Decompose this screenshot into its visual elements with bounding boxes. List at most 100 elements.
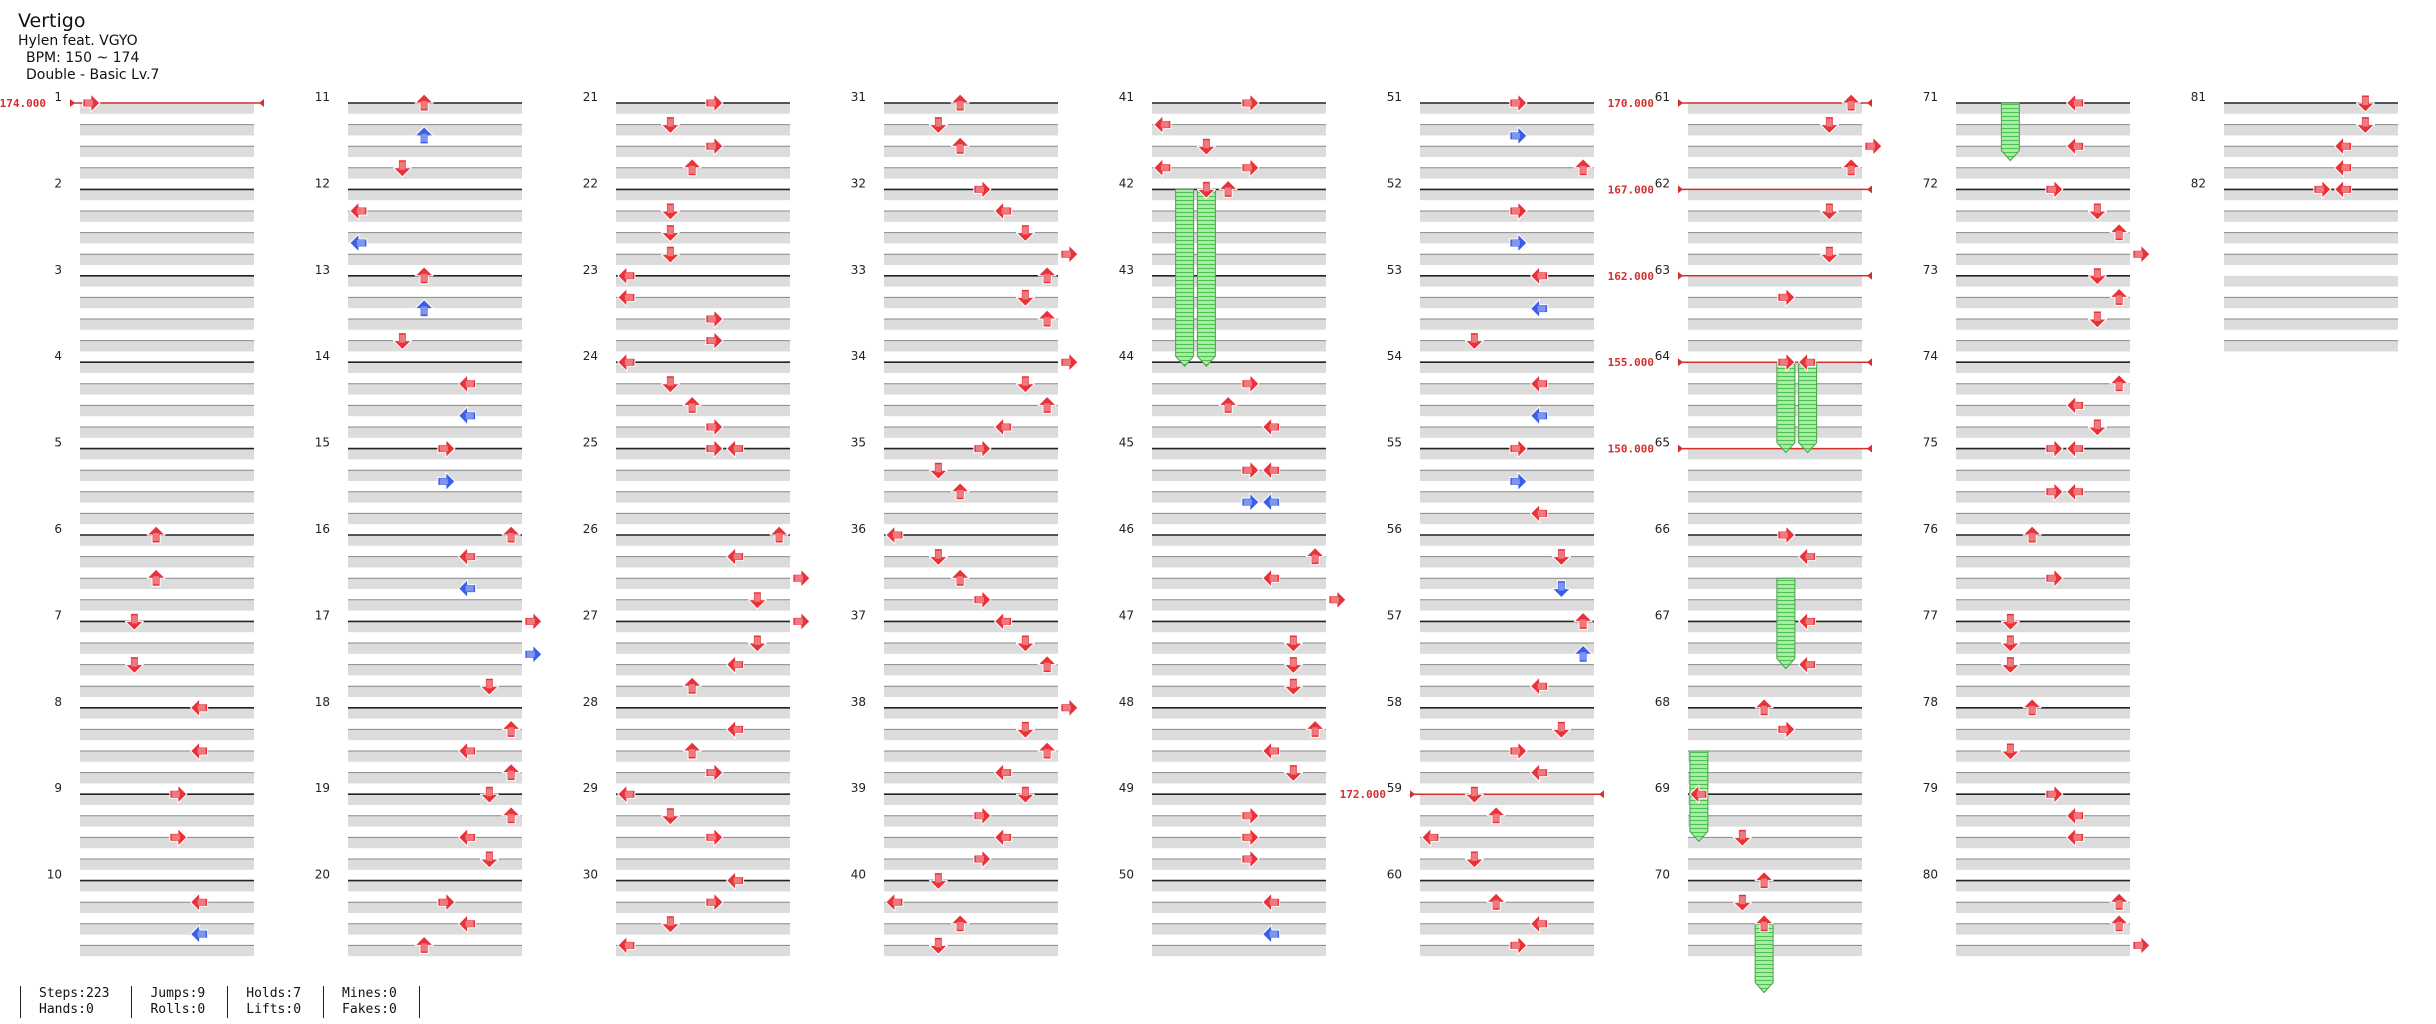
beat-row-shade: [1152, 643, 1326, 654]
beat-row-shade: [1420, 146, 1594, 157]
arrow-down-icon: [660, 202, 680, 221]
beat-row-shade: [1688, 815, 1862, 827]
beat-row-shade: [2224, 232, 2398, 244]
stat-holds: Holds:7: [246, 986, 302, 1001]
beat-row-shade: [1152, 211, 1326, 222]
beat-row-shade: [1688, 297, 1862, 309]
beat-row-shade: [1688, 211, 1862, 222]
beat-row-shade: [2224, 146, 2398, 157]
beat-row-shade: [884, 945, 1058, 957]
stats-group: Jumps:9 Rolls:0: [131, 986, 227, 1018]
measure-number: 56: [1387, 522, 1402, 536]
measure-number: 10: [47, 868, 62, 882]
beat-row-shade: [80, 729, 254, 741]
beat-row-shade: [1956, 643, 2130, 654]
beat-row-shade: [80, 319, 254, 330]
beat-row-shade: [80, 815, 254, 827]
stat-mines: Mines:0: [342, 986, 397, 1001]
beat-row-shade: [1420, 729, 1594, 741]
beat-row-shade: [1420, 470, 1594, 481]
beat-row-shade: [348, 427, 522, 438]
beat-row-shade: [616, 643, 790, 654]
beat-row-shade: [616, 815, 790, 827]
beat-row-shade: [1152, 340, 1326, 352]
measure-number: 78: [1923, 695, 1938, 709]
arrow-down-icon: [1015, 224, 1035, 243]
arrow-left-icon: [1153, 158, 1172, 178]
arrow-down-icon: [660, 245, 680, 264]
beat-row-shade: [884, 319, 1058, 330]
beat-row-shade: [348, 297, 522, 309]
beat-row-shade: [616, 103, 790, 114]
measure-number: 11: [315, 90, 330, 104]
beat-row-shade: [1420, 686, 1594, 697]
bpm-marker-right: [1599, 790, 1604, 799]
arrow-right-icon: [792, 611, 811, 631]
measure-number: 68: [1655, 695, 1670, 709]
measure-number: 16: [315, 522, 330, 536]
beat-row-shade: [80, 599, 254, 611]
beat-row-shade: [616, 448, 790, 460]
measure-number: 32: [851, 176, 866, 190]
measure-number: 19: [315, 781, 330, 795]
beat-row-shade: [1420, 599, 1594, 611]
measure-number: 73: [1923, 263, 1938, 277]
arrow-left-icon: [349, 201, 368, 221]
arrow-down-icon: [1464, 785, 1484, 804]
arrow-up-icon: [414, 935, 434, 954]
arrow-up-icon: [146, 525, 166, 544]
beat-row-shade: [884, 556, 1058, 568]
measure-number: 31: [851, 90, 866, 104]
beat-row-shade: [884, 254, 1058, 265]
arrow-right-icon: [1864, 136, 1883, 156]
beat-row-shade: [1152, 124, 1326, 136]
arrow-down-icon: [1283, 634, 1303, 653]
arrow-left-icon: [1530, 676, 1549, 696]
beat-row-shade: [616, 491, 790, 503]
beat-row-shade: [616, 297, 790, 309]
beat-row-shade: [1420, 643, 1594, 654]
measure-number: 44: [1119, 349, 1134, 363]
beat-row-shade: [616, 124, 790, 136]
beat-row-shade: [348, 124, 522, 136]
beat-row-shade: [1420, 578, 1594, 589]
measure-number: 77: [1923, 608, 1938, 622]
beat-row-shade: [1152, 923, 1326, 935]
beat-row-shade: [80, 880, 254, 892]
arrow-left-icon: [1530, 266, 1549, 286]
measure-number: 18: [315, 695, 330, 709]
beat-row-shade: [1688, 707, 1862, 719]
beat-row-shade: [616, 513, 790, 525]
beat-row-shade: [2224, 297, 2398, 309]
beat-row-shade: [1420, 707, 1594, 719]
arrow-down-icon: [1015, 288, 1035, 307]
measure-number: 25: [583, 436, 598, 450]
arrow-up-icon: [950, 482, 970, 501]
measure-number: 38: [851, 695, 866, 709]
arrow-right-icon: [2045, 784, 2064, 804]
beat-row-shade: [80, 837, 254, 849]
arrow-down-icon: [1464, 332, 1484, 351]
beat-row-shade: [1420, 880, 1594, 892]
beat-row-shade: [1152, 664, 1326, 676]
beat-row-shade: [884, 837, 1058, 849]
beat-row-shade: [1152, 146, 1326, 157]
bpm-marker-left: [70, 99, 75, 107]
beat-row-shade: [616, 211, 790, 222]
arrow-down-icon: [1196, 180, 1216, 199]
beat-row-shade: [1956, 232, 2130, 244]
beat-row-shade: [1152, 751, 1326, 762]
measure-number: 34: [851, 349, 866, 363]
beat-row-shade: [1152, 275, 1326, 287]
arrow-down-icon: [1196, 137, 1216, 156]
beat-row-shade: [1152, 729, 1326, 741]
beat-row-shade: [1956, 383, 2130, 395]
bpm-marker-left: [1410, 790, 1415, 799]
arrow-left-icon: [458, 579, 477, 599]
arrow-up-icon: [1037, 655, 1057, 674]
beat-row-shade: [1688, 232, 1862, 244]
arrow-down-icon: [1551, 548, 1571, 567]
arrow-left-icon: [1530, 914, 1549, 934]
arrow-right-icon: [2313, 179, 2332, 199]
beat-row-shade: [1152, 707, 1326, 719]
